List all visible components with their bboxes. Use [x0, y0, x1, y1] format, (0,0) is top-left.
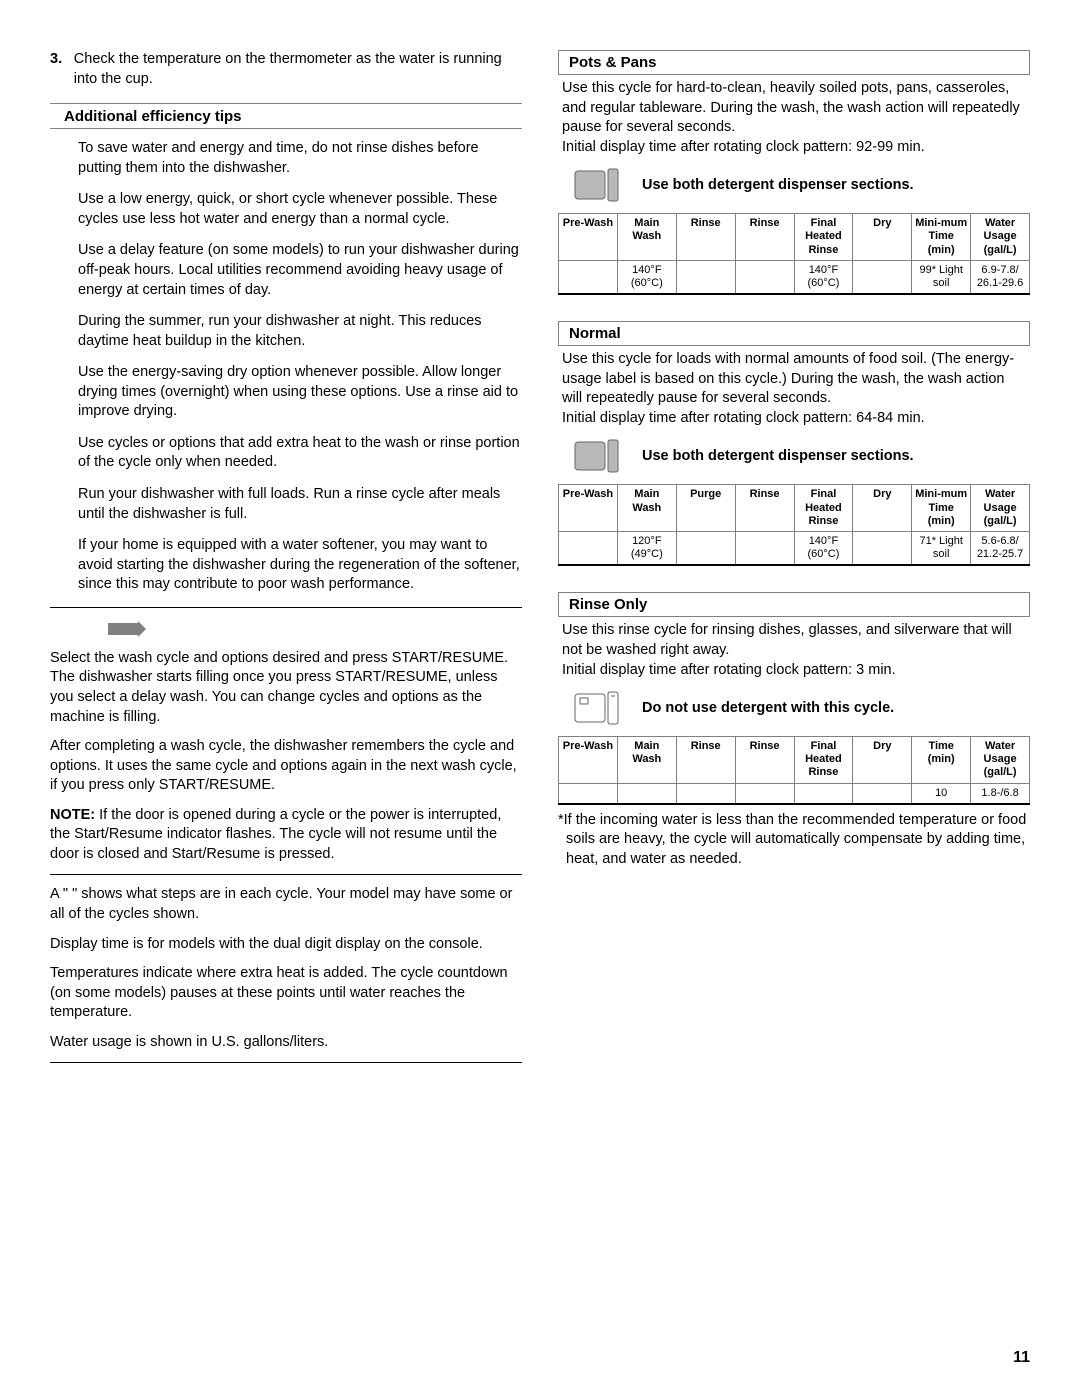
divider	[50, 874, 522, 875]
paragraph: Water usage is shown in U.S. gallons/lit…	[50, 1033, 522, 1053]
detergent-note-text: Use both detergent dispenser sections.	[642, 448, 914, 464]
step-3: 3. Check the temperature on the thermome…	[50, 50, 522, 89]
td	[559, 783, 618, 804]
paragraph: Display time is for models with the dual…	[50, 935, 522, 955]
cycle-heading-rinse: Rinse Only	[558, 592, 1030, 617]
th: Mini-mum Time (min)	[912, 214, 971, 261]
tip-item: To save water and energy and time, do no…	[50, 139, 522, 178]
th: Water Usage (gal/L)	[971, 485, 1030, 532]
th: Water Usage (gal/L)	[971, 737, 1030, 784]
detergent-note: Use both detergent dispenser sections.	[558, 438, 1030, 474]
th: Purge	[676, 485, 735, 532]
td: 1.8-/6.8	[971, 783, 1030, 804]
cycle-desc: Use this rinse cycle for rinsing dishes,…	[558, 621, 1030, 680]
th: Rinse	[735, 485, 794, 532]
step-text: Check the temperature on the thermometer…	[74, 50, 522, 89]
td: 140°F (60°C)	[794, 260, 853, 294]
td	[676, 260, 735, 294]
th: Pre-Wash	[559, 485, 618, 532]
detergent-both-icon	[574, 167, 624, 203]
td	[559, 260, 618, 294]
paragraph: Temperatures indicate where extra heat i…	[50, 964, 522, 1023]
paragraph: After completing a wash cycle, the dishw…	[50, 737, 522, 796]
note-text: If the door is opened during a cycle or …	[50, 807, 501, 862]
td: 6.9-7.8/ 26.1-29.6	[971, 260, 1030, 294]
paragraph: Select the wash cycle and options desire…	[50, 649, 522, 727]
detergent-note: Do not use detergent with this cycle.	[558, 690, 1030, 726]
th: Dry	[853, 485, 912, 532]
th: Final Heated Rinse	[794, 485, 853, 532]
footnote: *If the incoming water is less than the …	[558, 811, 1030, 870]
divider	[50, 1062, 522, 1063]
detergent-none-icon	[574, 690, 624, 726]
cycle-desc: Use this cycle for loads with normal amo…	[558, 350, 1030, 428]
rinse-table: Pre-Wash Main Wash Rinse Rinse Final Hea…	[558, 736, 1030, 805]
left-column: 3. Check the temperature on the thermome…	[50, 50, 522, 1367]
tip-item: Use a low energy, quick, or short cycle …	[50, 190, 522, 229]
right-column: Pots & Pans Use this cycle for hard-to-c…	[558, 50, 1030, 1367]
cycle-heading-pots: Pots & Pans	[558, 50, 1030, 75]
th: Mini-mum Time (min)	[912, 485, 971, 532]
td	[676, 532, 735, 566]
tip-item: Run your dishwasher with full loads. Run…	[50, 485, 522, 524]
note-label: NOTE:	[50, 807, 95, 823]
arrow-icon	[50, 618, 522, 641]
th: Main Wash	[617, 737, 676, 784]
tip-item: Use the energy-saving dry option wheneve…	[50, 363, 522, 422]
td	[676, 783, 735, 804]
pots-table: Pre-Wash Main Wash Rinse Rinse Final Hea…	[558, 213, 1030, 295]
th: Rinse	[676, 737, 735, 784]
td: 5.6-6.8/ 21.2-25.7	[971, 532, 1030, 566]
th: Water Usage (gal/L)	[971, 214, 1030, 261]
tip-item: Use cycles or options that add extra hea…	[50, 434, 522, 473]
th: Time (min)	[912, 737, 971, 784]
th: Final Heated Rinse	[794, 214, 853, 261]
td	[735, 783, 794, 804]
cycle-desc: Use this cycle for hard-to-clean, heavil…	[558, 79, 1030, 157]
td	[853, 783, 912, 804]
th: Dry	[853, 214, 912, 261]
td: 140°F (60°C)	[617, 260, 676, 294]
td	[617, 783, 676, 804]
th: Rinse	[676, 214, 735, 261]
td	[853, 260, 912, 294]
td: 10	[912, 783, 971, 804]
paragraph: A " " shows what steps are in each cycle…	[50, 885, 522, 924]
detergent-note-text: Use both detergent dispenser sections.	[642, 177, 914, 193]
th: Final Heated Rinse	[794, 737, 853, 784]
td: 140°F (60°C)	[794, 532, 853, 566]
th: Rinse	[735, 737, 794, 784]
detergent-note: Use both detergent dispenser sections.	[558, 167, 1030, 203]
step-number: 3.	[50, 50, 66, 89]
tips-heading: Additional efficiency tips	[50, 103, 522, 129]
td	[735, 532, 794, 566]
tip-item: During the summer, run your dishwasher a…	[50, 312, 522, 351]
th: Main Wash	[617, 214, 676, 261]
th: Rinse	[735, 214, 794, 261]
td: 71* Light soil	[912, 532, 971, 566]
th: Pre-Wash	[559, 737, 618, 784]
td	[853, 532, 912, 566]
td: 120°F (49°C)	[617, 532, 676, 566]
th: Pre-Wash	[559, 214, 618, 261]
detergent-note-text: Do not use detergent with this cycle.	[642, 700, 894, 716]
td: 99* Light soil	[912, 260, 971, 294]
td	[735, 260, 794, 294]
note-paragraph: NOTE: If the door is opened during a cyc…	[50, 806, 522, 865]
tip-item: Use a delay feature (on some models) to …	[50, 241, 522, 300]
tip-item: If your home is equipped with a water so…	[50, 536, 522, 595]
td	[559, 532, 618, 566]
detergent-both-icon	[574, 438, 624, 474]
normal-table: Pre-Wash Main Wash Purge Rinse Final Hea…	[558, 484, 1030, 566]
divider	[50, 607, 522, 608]
th: Dry	[853, 737, 912, 784]
th: Main Wash	[617, 485, 676, 532]
cycle-heading-normal: Normal	[558, 321, 1030, 346]
page-number: 11	[1013, 1349, 1030, 1367]
tips-list: To save water and energy and time, do no…	[50, 139, 522, 595]
td	[794, 783, 853, 804]
